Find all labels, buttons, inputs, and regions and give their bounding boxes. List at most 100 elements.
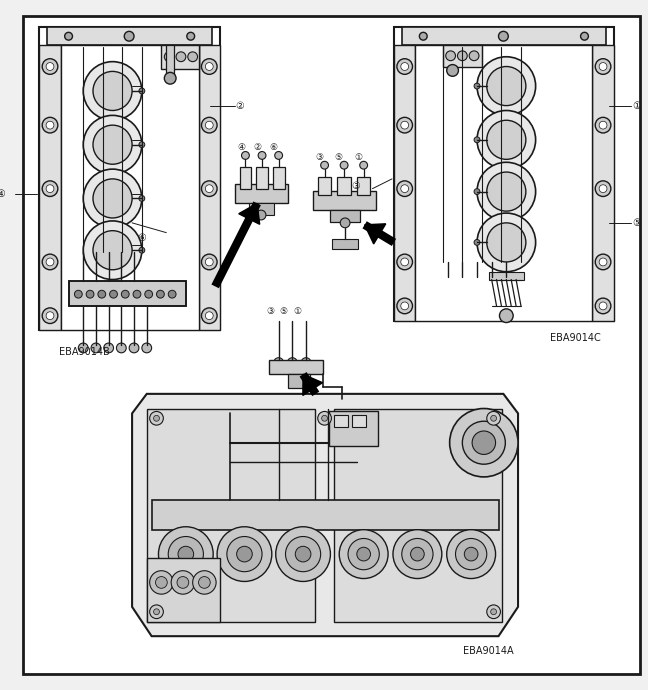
Circle shape — [321, 415, 327, 421]
Text: ②: ② — [236, 101, 244, 110]
Circle shape — [93, 179, 132, 218]
Circle shape — [275, 152, 283, 159]
Text: ②: ② — [253, 143, 261, 152]
Bar — [249, 204, 273, 215]
Circle shape — [202, 254, 217, 270]
Circle shape — [397, 117, 413, 133]
Circle shape — [469, 51, 479, 61]
Circle shape — [357, 547, 371, 561]
Circle shape — [450, 408, 518, 477]
Text: ⑤: ⑤ — [334, 153, 343, 162]
Circle shape — [477, 162, 536, 221]
Circle shape — [205, 258, 213, 266]
Circle shape — [124, 31, 134, 41]
Circle shape — [205, 121, 213, 129]
Circle shape — [145, 290, 152, 298]
Circle shape — [581, 32, 588, 40]
Bar — [318, 177, 331, 195]
Circle shape — [477, 213, 536, 272]
Circle shape — [401, 121, 409, 129]
Circle shape — [205, 185, 213, 193]
Bar — [357, 177, 371, 195]
Bar — [69, 282, 186, 306]
Circle shape — [150, 411, 163, 425]
Circle shape — [487, 120, 526, 159]
Circle shape — [446, 51, 456, 61]
Circle shape — [596, 117, 611, 133]
Circle shape — [301, 357, 311, 368]
Bar — [161, 45, 198, 70]
Bar — [273, 167, 284, 188]
Circle shape — [168, 537, 203, 572]
Text: ③: ③ — [266, 307, 274, 316]
Text: ①: ① — [354, 153, 362, 162]
Bar — [69, 282, 186, 306]
Circle shape — [46, 258, 54, 266]
Text: EBA9014B: EBA9014B — [59, 347, 110, 357]
Circle shape — [411, 547, 424, 561]
Circle shape — [46, 121, 54, 129]
Circle shape — [42, 59, 58, 75]
Circle shape — [397, 254, 413, 270]
Bar — [352, 415, 365, 427]
Circle shape — [286, 537, 321, 572]
Circle shape — [139, 141, 145, 148]
Circle shape — [192, 571, 216, 594]
Bar — [402, 28, 606, 45]
Bar — [337, 177, 351, 195]
Circle shape — [117, 343, 126, 353]
Circle shape — [202, 59, 217, 75]
Bar — [167, 45, 174, 75]
Circle shape — [487, 66, 526, 106]
Circle shape — [202, 308, 217, 324]
Circle shape — [93, 125, 132, 164]
Circle shape — [46, 312, 54, 319]
Text: ④: ④ — [0, 188, 5, 199]
Bar — [330, 210, 360, 222]
Circle shape — [202, 117, 217, 133]
Text: ③: ③ — [316, 153, 324, 162]
Text: ⑥: ⑥ — [137, 233, 146, 242]
Circle shape — [340, 218, 350, 228]
Circle shape — [42, 117, 58, 133]
Circle shape — [83, 169, 142, 228]
Circle shape — [91, 343, 101, 353]
Circle shape — [133, 290, 141, 298]
Text: EBA9014A: EBA9014A — [463, 646, 513, 656]
Circle shape — [139, 88, 145, 94]
Circle shape — [78, 343, 88, 353]
Circle shape — [93, 230, 132, 270]
Circle shape — [487, 605, 500, 619]
Circle shape — [129, 343, 139, 353]
Circle shape — [487, 223, 526, 262]
Bar — [394, 28, 614, 321]
Circle shape — [599, 185, 607, 193]
Circle shape — [599, 302, 607, 310]
Circle shape — [177, 577, 189, 589]
Circle shape — [446, 65, 458, 77]
Circle shape — [360, 161, 367, 169]
Circle shape — [402, 538, 433, 570]
Bar — [152, 500, 498, 530]
Circle shape — [599, 258, 607, 266]
Text: ⑤: ⑤ — [632, 218, 641, 228]
Circle shape — [397, 59, 413, 75]
Circle shape — [83, 61, 142, 120]
Circle shape — [176, 52, 186, 61]
Circle shape — [596, 298, 611, 314]
Bar — [269, 359, 323, 374]
Circle shape — [154, 415, 159, 421]
Circle shape — [46, 185, 54, 193]
Circle shape — [42, 181, 58, 197]
Circle shape — [202, 181, 217, 197]
Circle shape — [456, 538, 487, 570]
Bar — [394, 45, 415, 321]
Circle shape — [227, 537, 262, 572]
Circle shape — [168, 290, 176, 298]
Circle shape — [477, 110, 536, 169]
Circle shape — [83, 115, 142, 174]
Circle shape — [477, 57, 536, 115]
Bar — [443, 45, 482, 66]
Circle shape — [401, 185, 409, 193]
Circle shape — [321, 161, 329, 169]
